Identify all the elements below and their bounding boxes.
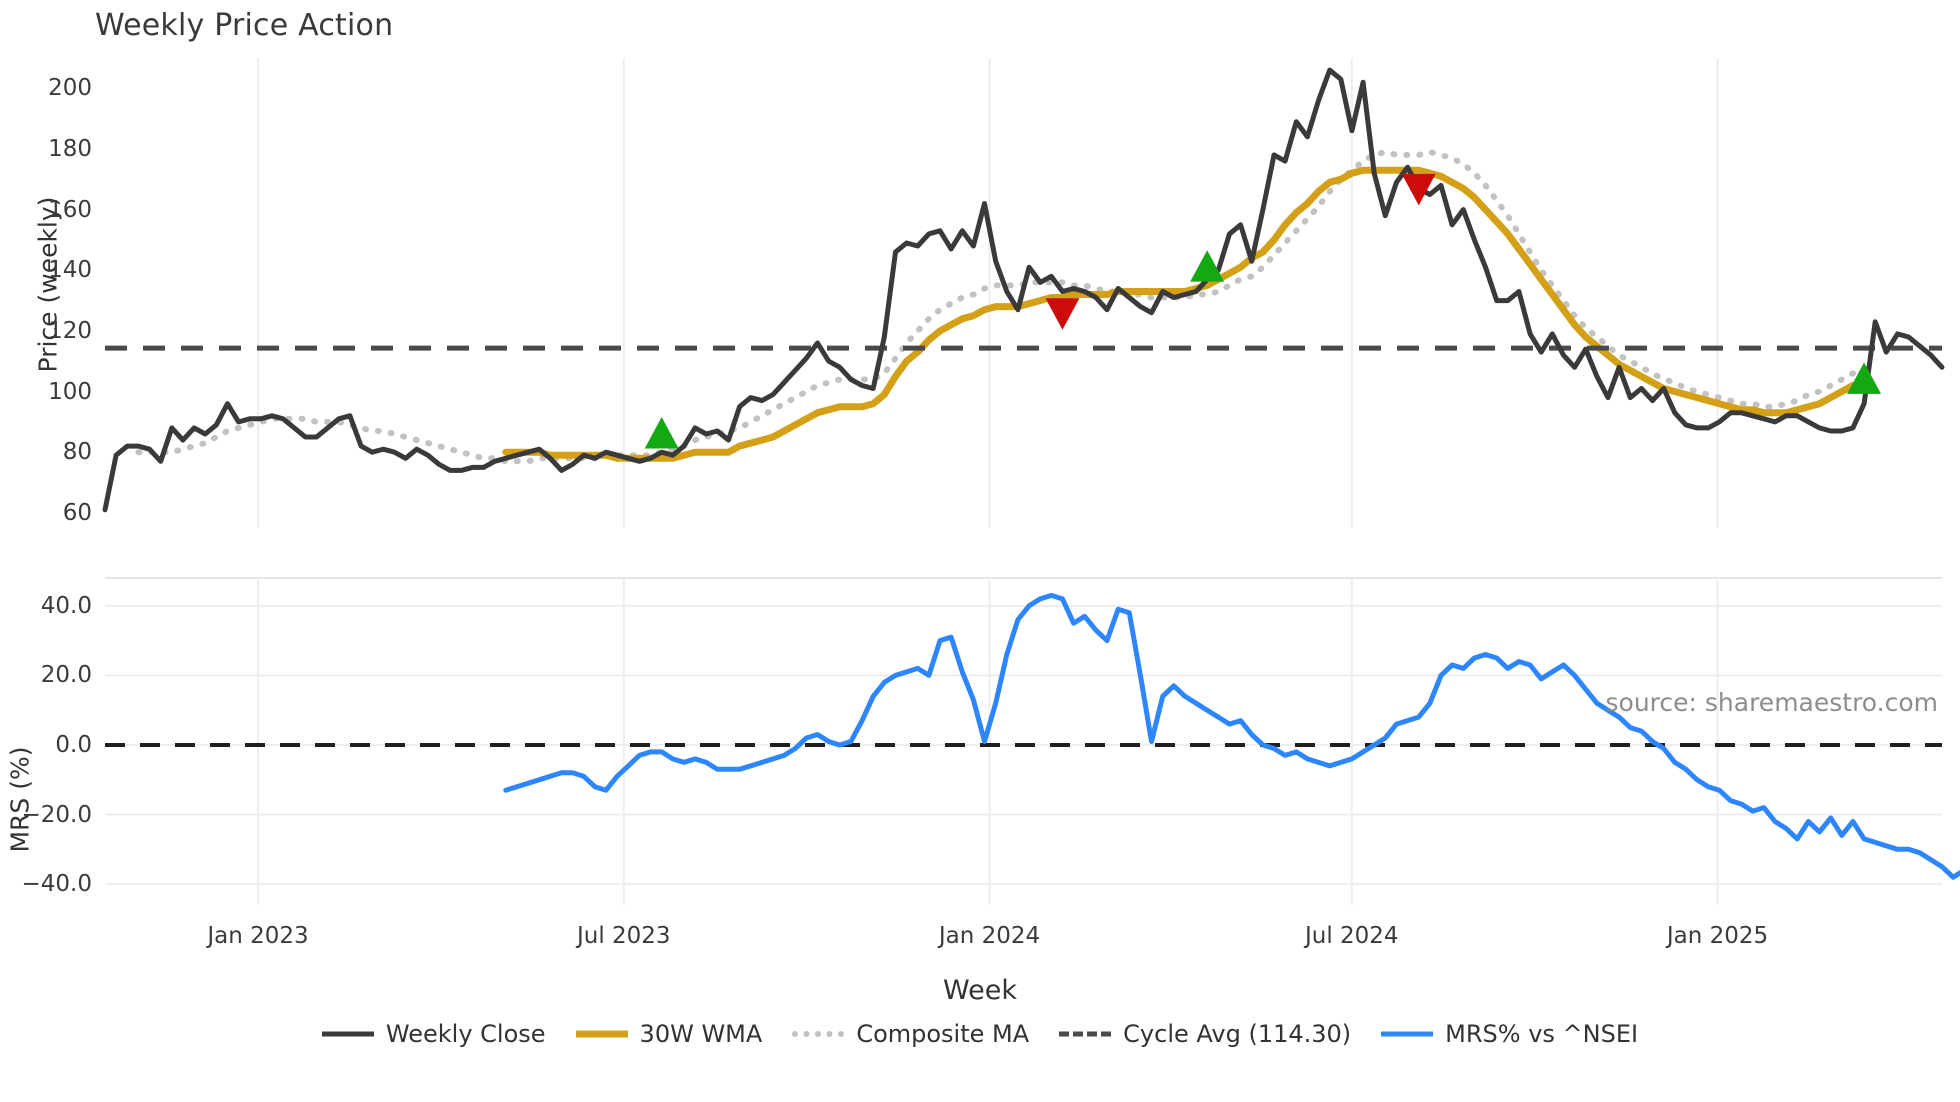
price-y-tick-label: 100 — [48, 378, 92, 405]
legend-swatch-icon — [1059, 1025, 1112, 1043]
mrs-y-tick-label: −40.0 — [21, 871, 92, 898]
legend-item[interactable]: Composite MA — [792, 1020, 1029, 1048]
weekly-close-line — [102, 67, 1945, 513]
mrs-y-tick-label: 20.0 — [40, 662, 92, 689]
x-axis-label: Week — [943, 975, 1017, 1006]
price-y-tick-label: 80 — [62, 439, 92, 466]
price-y-tick-label: 120 — [48, 317, 92, 344]
x-tick-label: Jan 2025 — [1666, 923, 1769, 949]
legend-swatch-icon — [321, 1025, 374, 1043]
buy-marker-triangle-icon — [644, 417, 679, 449]
legend-label: MRS% vs ^NSEI — [1445, 1020, 1639, 1048]
mrs-line — [503, 592, 1960, 880]
legend-swatch-icon — [1381, 1025, 1434, 1043]
buy-marker-triangle-icon — [1190, 250, 1225, 282]
legend-item[interactable]: MRS% vs ^NSEI — [1381, 1020, 1638, 1048]
composite-ma-line — [135, 148, 1868, 465]
legend-item[interactable]: Weekly Close — [321, 1020, 546, 1048]
legend-label: Weekly Close — [385, 1020, 546, 1048]
sell-marker-triangle-icon — [1401, 173, 1436, 206]
x-tick-label: Jan 2023 — [207, 923, 309, 949]
price-y-tick-label: 180 — [48, 135, 92, 162]
mrs-y-tick-label: 0.0 — [55, 731, 92, 758]
price-y-tick-label: 160 — [48, 196, 92, 223]
legend-item[interactable]: Cycle Avg (114.30) — [1059, 1020, 1351, 1048]
legend-swatch-icon — [575, 1025, 628, 1043]
x-tick-label: Jul 2024 — [1304, 923, 1399, 949]
legend-label: Composite MA — [856, 1020, 1030, 1048]
price-y-tick-label: 140 — [48, 257, 92, 284]
legend-label: 30W WMA — [639, 1020, 763, 1048]
legend-label: Cycle Avg (114.30) — [1123, 1020, 1352, 1048]
mrs-y-tick-label: 40.0 — [40, 592, 92, 619]
mrs-y-tick-label: −20.0 — [21, 801, 92, 828]
chart-legend: Weekly Close 30W WMA Composite MA Cycle Avg… — [0, 1020, 1960, 1048]
legend-swatch-icon — [792, 1025, 845, 1043]
buy-marker-triangle-icon — [1847, 362, 1882, 394]
page-title: Weekly Price Action — [95, 8, 394, 43]
price-y-tick-label: 200 — [48, 75, 92, 102]
x-tick-label: Jan 2024 — [938, 923, 1041, 949]
x-tick-label: Jul 2023 — [576, 923, 671, 949]
sell-marker-triangle-icon — [1045, 298, 1080, 330]
source-watermark: source: sharemaestro.com — [1605, 688, 1939, 717]
wma-line — [502, 166, 1868, 462]
legend-item[interactable]: 30W WMA — [575, 1020, 763, 1048]
price-y-tick-label: 60 — [62, 499, 92, 526]
